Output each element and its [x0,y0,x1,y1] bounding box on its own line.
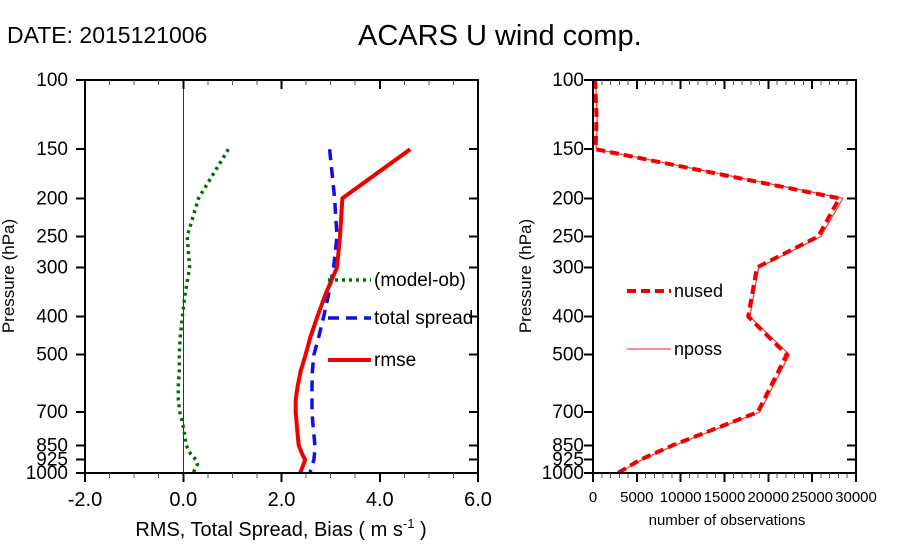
panel-left-ytick-label: 200 [36,188,68,209]
panel-left-series-totalspread [308,149,339,474]
panel-left-ytick-label: 250 [36,226,68,247]
panel-right-series-nposs [594,79,844,474]
panel-left-ytick-label: 925 [36,450,68,471]
panel-left-ytick-label: 1000 [26,463,68,484]
panel-right-ytick-label: 925 [552,450,584,471]
panel-right-ytick-label: 100 [552,70,584,91]
panel-left-xtick-label: 6.0 [464,489,492,511]
panel-right-legend-label: nused [674,281,723,301]
panel-right-ytick-label: 500 [552,345,584,366]
panel-right-ytick-label: 200 [552,188,584,209]
panel-right-ytick-label: 250 [552,226,584,247]
panel-left-ylabel: Pressure (hPa) [0,219,18,333]
panel-right-ytick-label: 850 [552,435,584,456]
panel-right-xtick-label: 15000 [704,489,746,506]
panel-right-xtick-label: 30000 [835,489,877,506]
panel-left-ytick-label: 300 [36,258,68,279]
panel-right-ytick-label: 1000 [542,463,584,484]
panel-left-ytick-label: 850 [36,435,68,456]
panel-right-frame [592,79,857,474]
panel-right-legend-label: nposs [674,339,722,359]
panel-right-xtick-label: 0 [589,489,597,506]
panel-right-ylabel: Pressure (hPa) [516,219,535,333]
panel-left-xtick-label: 4.0 [366,489,394,511]
panel-left-legend-label: (model-ob) [374,270,466,291]
panel-left-legend-label: total spread [374,308,473,329]
panel-left-legend-label: rmse [374,350,416,371]
panel-right-ytick-label: 300 [552,258,584,279]
panel-left-ytick-label: 700 [36,402,68,423]
panel-right-ytick-label: 150 [552,139,584,160]
panel-left-ytick-label: 500 [36,345,68,366]
panel-right-xtick-label: 20000 [747,489,789,506]
panel-left-series-modelob [176,148,230,474]
date-label: DATE: 2015121006 [7,22,208,48]
panel-left-xtick-label: 2.0 [268,489,296,511]
panel-right-xlabel: number of observations [649,512,806,529]
panel-left-xlabel: RMS, Total Spread, Bias ( m s-1 ) [135,516,426,541]
panel-left-series-rmse [293,147,412,474]
panel-left-xtick-label: -2.0 [68,489,102,511]
panel-left-ytick-label: 150 [36,139,68,160]
panel-left-ytick-label: 100 [36,70,68,91]
panel-right-xtick-label: 5000 [620,489,653,506]
panel-right-xtick-label: 10000 [660,489,702,506]
panel-right-series-nused [593,79,842,475]
panel-right-xtick-label: 25000 [791,489,833,506]
panel-right-ytick-label: 700 [552,402,584,423]
panel-left-ytick-label: 400 [36,307,68,328]
panel-right-ytick-label: 400 [552,307,584,328]
figure-title: ACARS U wind comp. [358,20,642,52]
panel-left-xtick-label: 0.0 [169,489,197,511]
